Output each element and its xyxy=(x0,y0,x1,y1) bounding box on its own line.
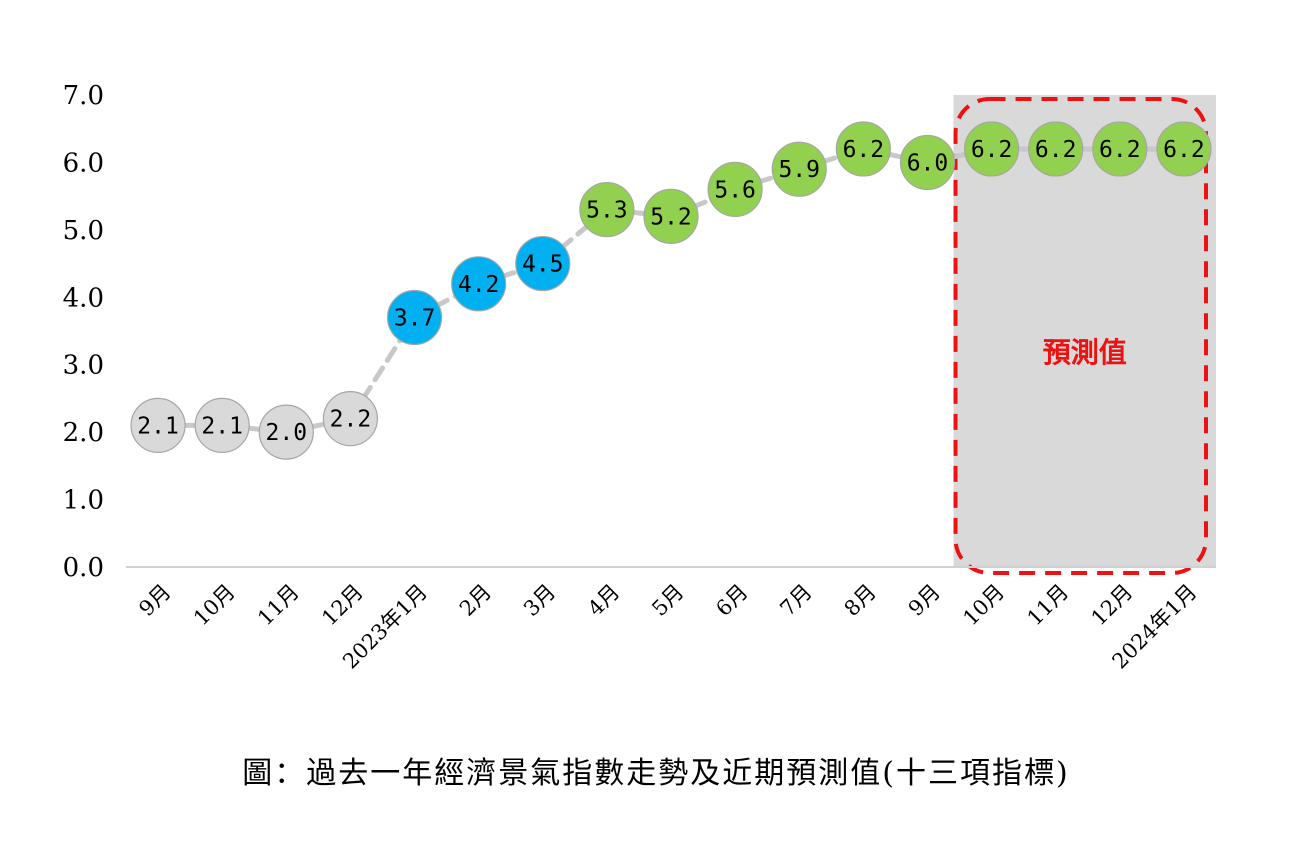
data-label: 6.2 xyxy=(1099,137,1141,163)
data-label: 6.2 xyxy=(1035,137,1077,163)
data-point xyxy=(386,289,443,346)
y-tick-label: 2.0 xyxy=(63,418,104,448)
data-label: 6.2 xyxy=(843,137,885,163)
data-point xyxy=(707,161,763,217)
data-point xyxy=(515,235,571,292)
y-tick-label: 0.0 xyxy=(63,553,104,583)
data-label: 2.2 xyxy=(330,407,372,433)
data-point xyxy=(1092,121,1148,177)
forecast-label: 預測值 xyxy=(1043,336,1127,369)
data-point xyxy=(451,256,507,312)
x-tick-label: 12月 xyxy=(1087,580,1138,631)
chart-caption: 圖：過去一年經濟景氣指數走勢及近期預測值(十三項指標) xyxy=(242,756,1070,791)
data-label: 5.3 xyxy=(586,198,628,224)
x-tick-label: 11月 xyxy=(253,580,304,631)
x-tick-label: 5月 xyxy=(647,580,688,621)
x-tick-label: 10月 xyxy=(189,580,240,631)
data-label: 5.6 xyxy=(714,177,756,203)
data-point xyxy=(643,188,699,244)
forecast-border xyxy=(953,97,1208,575)
data-point xyxy=(963,121,1020,177)
x-tick-label: 11月 xyxy=(1023,580,1074,631)
data-point xyxy=(1156,121,1212,177)
x-tick-label: 8月 xyxy=(840,580,881,621)
x-tick-label: 6月 xyxy=(711,580,752,621)
data-label: 6.0 xyxy=(907,150,949,176)
x-tick-label: 4月 xyxy=(583,580,624,621)
x-tick-label: 3月 xyxy=(519,580,560,621)
data-points: 2.1 2.1 2.0 2.2 3.7 4.2 4.5 5.3 5.2 5.6 5.9 6.2 6.0 6… xyxy=(130,121,1212,460)
x-tick-label: 9月 xyxy=(134,580,175,621)
data-point xyxy=(579,182,635,238)
y-tick-label: 3.0 xyxy=(63,351,104,381)
data-label: 4.2 xyxy=(458,272,500,298)
data-label: 6.2 xyxy=(1163,137,1205,163)
x-tick-label: 7月 xyxy=(775,580,816,621)
data-label: 4.5 xyxy=(522,252,564,278)
data-point xyxy=(258,404,314,460)
data-label: 3.7 xyxy=(394,306,436,332)
x-tick-label: 9月 xyxy=(904,580,945,621)
data-label: 2.1 xyxy=(201,413,243,439)
data-label: 5.9 xyxy=(778,157,820,183)
data-point xyxy=(130,397,186,453)
data-point xyxy=(1028,121,1084,177)
x-tick-label: 2月 xyxy=(455,580,496,621)
data-point xyxy=(835,121,891,177)
data-point xyxy=(194,397,250,453)
data-label: 6.2 xyxy=(971,137,1013,163)
data-point xyxy=(322,391,379,447)
y-tick-label: 4.0 xyxy=(63,283,104,313)
data-label: 5.2 xyxy=(650,204,692,230)
y-tick-label: 1.0 xyxy=(63,486,104,516)
data-label: 2.0 xyxy=(266,420,308,446)
y-tick-label: 5.0 xyxy=(63,216,104,246)
data-point xyxy=(771,141,827,197)
x-tick-label: 10月 xyxy=(958,580,1009,631)
data-label: 2.1 xyxy=(137,413,179,439)
y-tick-label: 6.0 xyxy=(63,148,104,178)
data-point xyxy=(899,134,956,191)
y-tick-label: 7.0 xyxy=(63,81,104,111)
x-tick-label: 12月 xyxy=(317,580,368,631)
